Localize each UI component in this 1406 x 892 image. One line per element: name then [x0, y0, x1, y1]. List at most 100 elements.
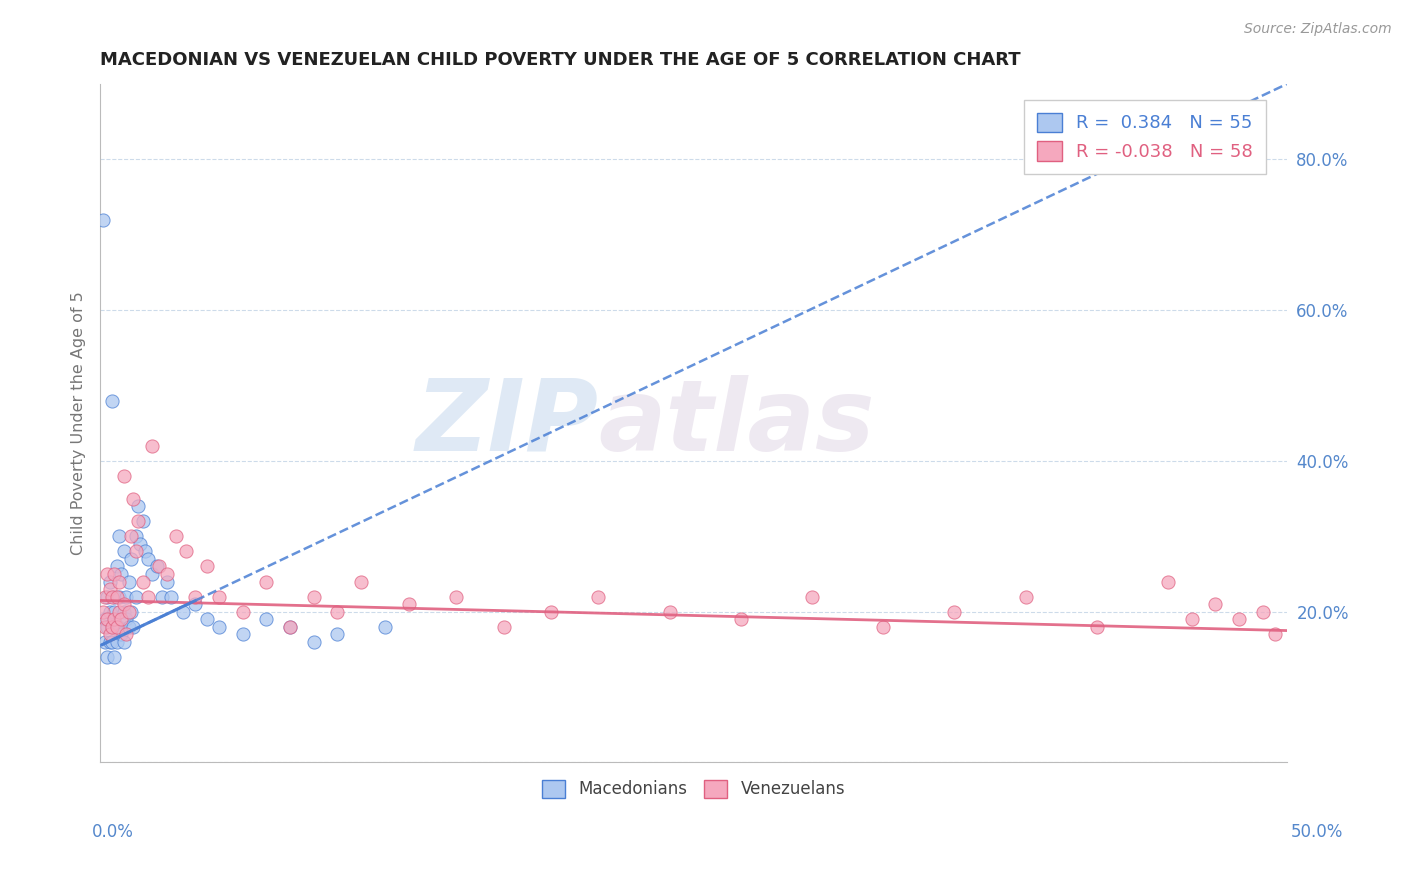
Point [132, 514, 155, 528]
Point [94, 635, 117, 649]
Point [1157, 574, 1180, 589]
Point [398, 597, 420, 611]
Point [112, 635, 135, 649]
Point [1085, 620, 1108, 634]
Point [108, 590, 131, 604]
Point [1204, 597, 1226, 611]
Point [872, 620, 894, 634]
Point [730, 612, 752, 626]
Point [117, 574, 139, 589]
Legend: Macedonians, Venezuelans: Macedonians, Venezuelans [534, 773, 852, 805]
Point [132, 574, 155, 589]
Text: ZIP: ZIP [415, 375, 599, 472]
Point [254, 612, 277, 626]
Point [96, 590, 118, 604]
Point [129, 537, 152, 551]
Point [108, 620, 131, 634]
Point [110, 612, 132, 626]
Point [112, 597, 135, 611]
Point [231, 605, 253, 619]
Point [1264, 627, 1286, 641]
Point [208, 620, 231, 634]
Point [125, 529, 148, 543]
Point [254, 574, 277, 589]
Point [105, 620, 128, 634]
Point [125, 590, 148, 604]
Point [115, 627, 138, 641]
Point [94, 612, 117, 626]
Point [136, 552, 159, 566]
Point [96, 620, 118, 634]
Text: 50.0%: 50.0% [1291, 822, 1343, 840]
Point [98, 605, 121, 619]
Point [103, 567, 125, 582]
Point [98, 627, 121, 641]
Point [1181, 612, 1204, 626]
Text: Source: ZipAtlas.com: Source: ZipAtlas.com [1244, 22, 1392, 37]
Point [326, 605, 349, 619]
Point [127, 514, 149, 528]
Point [302, 590, 325, 604]
Point [195, 559, 218, 574]
Point [103, 649, 125, 664]
Point [96, 612, 118, 626]
Point [374, 620, 396, 634]
Point [588, 590, 610, 604]
Point [350, 574, 373, 589]
Point [120, 605, 142, 619]
Text: 0.0%: 0.0% [91, 822, 134, 840]
Point [150, 590, 173, 604]
Point [943, 605, 966, 619]
Point [91, 605, 114, 619]
Point [278, 620, 301, 634]
Point [101, 590, 124, 604]
Point [125, 544, 148, 558]
Point [110, 627, 132, 641]
Point [160, 590, 183, 604]
Point [231, 627, 253, 641]
Point [120, 552, 142, 566]
Point [184, 590, 207, 604]
Y-axis label: Child Poverty Under the Age of 5: Child Poverty Under the Age of 5 [72, 292, 86, 555]
Point [155, 567, 177, 582]
Point [103, 605, 125, 619]
Point [94, 590, 117, 604]
Point [195, 612, 218, 626]
Point [117, 605, 139, 619]
Point [105, 590, 128, 604]
Point [101, 620, 124, 634]
Point [540, 605, 562, 619]
Point [115, 590, 138, 604]
Point [208, 590, 231, 604]
Point [117, 620, 139, 634]
Point [94, 620, 117, 634]
Point [122, 491, 145, 506]
Point [1227, 612, 1250, 626]
Point [98, 582, 121, 596]
Point [105, 559, 128, 574]
Point [146, 559, 169, 574]
Point [108, 529, 131, 543]
Point [91, 212, 114, 227]
Point [326, 627, 349, 641]
Point [278, 620, 301, 634]
Point [801, 590, 824, 604]
Point [155, 574, 177, 589]
Point [1014, 590, 1036, 604]
Point [98, 574, 121, 589]
Point [141, 439, 163, 453]
Point [122, 620, 145, 634]
Point [105, 635, 128, 649]
Point [174, 544, 197, 558]
Point [172, 605, 194, 619]
Point [165, 529, 187, 543]
Text: atlas: atlas [599, 375, 875, 472]
Point [127, 499, 149, 513]
Point [444, 590, 467, 604]
Point [184, 597, 207, 611]
Point [108, 605, 131, 619]
Point [98, 635, 121, 649]
Point [658, 605, 681, 619]
Point [101, 393, 124, 408]
Point [134, 544, 156, 558]
